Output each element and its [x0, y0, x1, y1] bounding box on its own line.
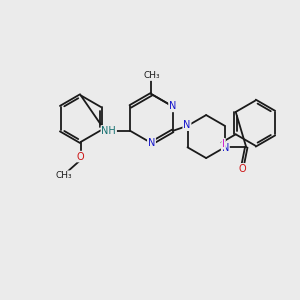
Text: O: O — [77, 152, 85, 162]
Text: NH: NH — [101, 126, 116, 136]
Text: N: N — [148, 138, 155, 148]
Text: CH₃: CH₃ — [56, 171, 73, 180]
Text: N: N — [222, 143, 229, 153]
Text: N: N — [169, 101, 176, 111]
Text: N: N — [183, 120, 190, 130]
Text: I: I — [222, 139, 225, 149]
Text: O: O — [238, 164, 246, 174]
Text: CH₃: CH₃ — [143, 71, 160, 80]
